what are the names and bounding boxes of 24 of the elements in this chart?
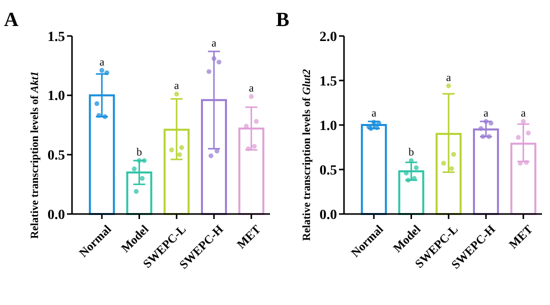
y-tick-label: 0.0 (48, 208, 65, 223)
annotation: a (446, 72, 452, 84)
annotation: a (99, 56, 104, 68)
chart-title: A (4, 9, 19, 31)
y-tick-label: 0.5 (48, 148, 65, 164)
bar (360, 124, 387, 215)
chart-title: B (276, 9, 290, 31)
y-tick-label: 1.5 (48, 30, 65, 45)
annotation: b (408, 146, 414, 159)
annotation: a (484, 107, 489, 120)
y-tick-label: 2.0 (320, 30, 337, 45)
annotation: a (248, 82, 254, 95)
annotation: b (136, 146, 142, 159)
y-tick-label: 0.5 (320, 163, 337, 178)
y-tick-label: 1.5 (320, 74, 337, 90)
y-axis-title: Relative transcription levels of Glut2 (301, 68, 313, 241)
y-tick-label: 0.0 (320, 208, 337, 223)
annotation: a (174, 80, 180, 92)
y-tick-label: 1.0 (320, 118, 337, 134)
y-axis-title: Relative transcription levels of Akt1 (29, 71, 41, 239)
y-tick-label: 1.0 (48, 89, 65, 104)
annotation: a (212, 37, 217, 50)
annotation: a (520, 107, 526, 120)
annotation: a (371, 107, 376, 120)
